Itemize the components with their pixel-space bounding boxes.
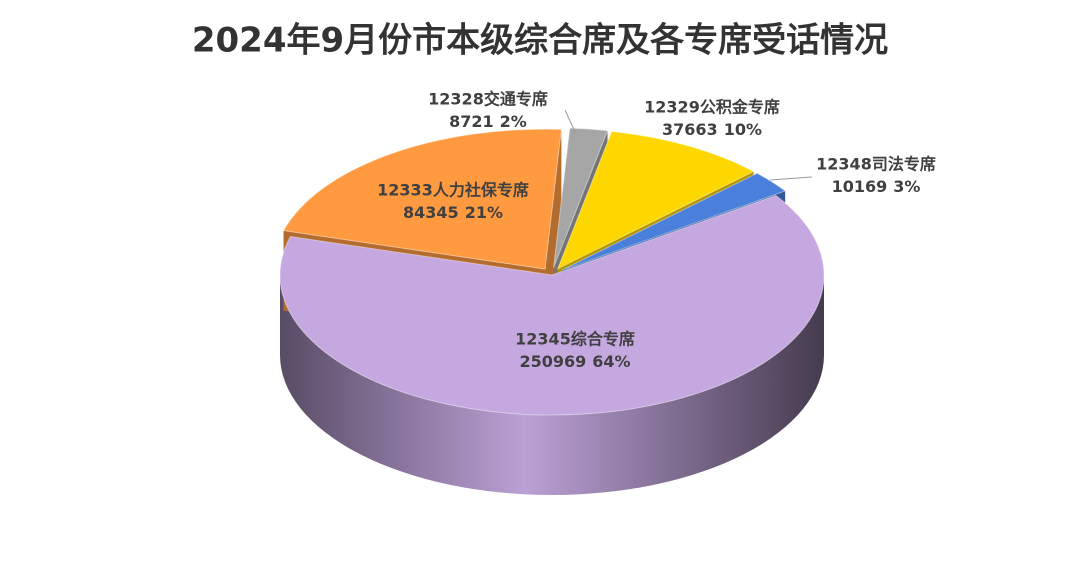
data-label-value: 250969 64% — [519, 352, 630, 371]
data-label-value: 37663 10% — [662, 120, 762, 139]
slice — [279, 194, 825, 416]
data-label-percent: 21% — [465, 203, 503, 222]
leader-line — [769, 176, 813, 181]
data-label-percent: 3% — [893, 177, 920, 196]
data-label-value: 10169 3% — [832, 177, 921, 196]
chart-title: 2024年9月份市本级综合席及各专席受话情况 — [192, 21, 888, 61]
data-label-name: 12345综合专席 — [515, 330, 635, 349]
data-label-count: 84345 — [403, 203, 459, 222]
slice — [553, 127, 609, 269]
slice — [282, 128, 562, 270]
data-label-percent: 64% — [592, 352, 630, 371]
data-label-name: 12348司法专席 — [816, 155, 936, 174]
slice-side — [280, 275, 824, 495]
data-label-value: 84345 21% — [403, 203, 503, 222]
data-label-count: 250969 — [519, 352, 586, 371]
data-label-percent: 2% — [500, 112, 527, 131]
data-label-percent: 10% — [724, 120, 762, 139]
data-label-count: 8721 — [449, 112, 494, 131]
slice — [561, 172, 787, 271]
data-label-count: 10169 — [832, 177, 888, 196]
slice — [556, 130, 755, 270]
leader-line — [564, 109, 577, 135]
data-label-value: 8721 2% — [449, 112, 527, 131]
data-label-name: 12328交通专席 — [428, 90, 548, 109]
data-label-count: 37663 — [662, 120, 718, 139]
data-label-name: 12333人力社保专席 — [377, 181, 529, 200]
data-label-name: 12329公积金专席 — [644, 98, 780, 117]
